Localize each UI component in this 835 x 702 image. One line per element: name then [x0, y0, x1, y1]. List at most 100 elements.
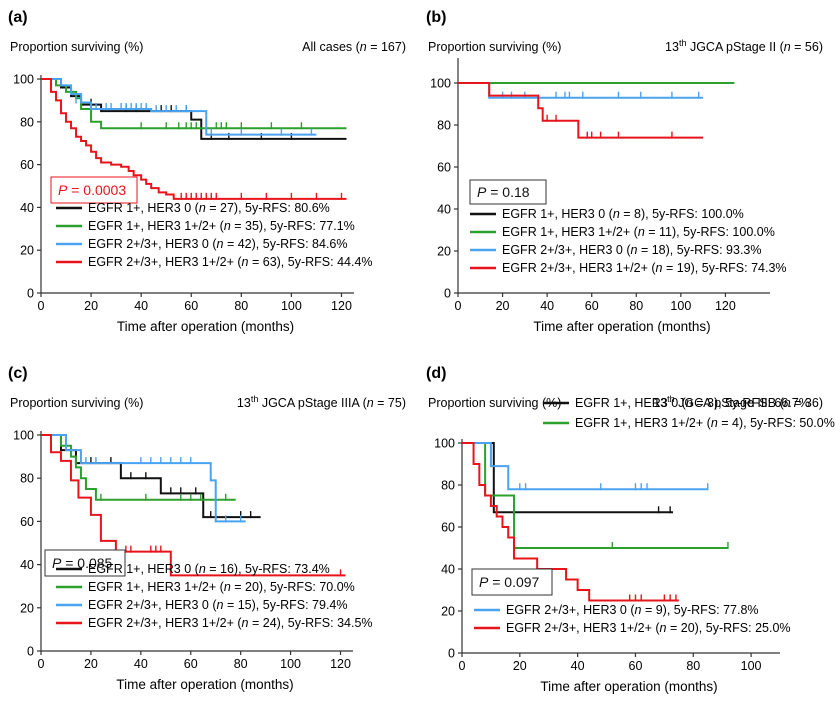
panel-label: (b) [426, 9, 446, 26]
x-tick-label: 100 [281, 299, 302, 313]
x-axis-title: Time after operation (months) [540, 679, 717, 694]
legend-label: EGFR 1+, HER3 0 (n = 8), 5y-RFS: 100.0% [502, 207, 744, 221]
x-tick-label: 20 [84, 657, 98, 671]
legend-label: EGFR 1+, HER3 1+/2+ (n = 20), 5y-RFS: 70… [88, 580, 355, 594]
y-tick-label: 0 [27, 287, 34, 301]
x-axis-title: Time after operation (months) [533, 319, 710, 334]
y-tick-label: 80 [20, 472, 34, 486]
y-tick-label: 100 [13, 73, 34, 87]
panel-c: (c) Proportion surviving (%) 13th JGCA pSt… [0, 356, 418, 702]
km-curve-red [41, 78, 347, 200]
legend-item: EGFR 1+, HER3 1+/2+ (n = 35), 5y-RFS: 77… [56, 219, 355, 233]
km-chart-svg: (b) Proportion surviving (%) 13th JGCA pSt… [426, 9, 823, 334]
y-tick-label: 60 [20, 158, 34, 172]
legend-label: EGFR 1+, HER3 0 (n = 27), 5y-RFS: 80.6% [88, 201, 330, 215]
legend-label: EGFR 1+, HER3 0 (n = 16), 5y-RFS: 73.4% [88, 562, 330, 576]
y-tick-label: 20 [20, 601, 34, 615]
y-tick-label: 0 [444, 287, 451, 301]
x-tick-label: 20 [496, 299, 510, 313]
y-tick-label: 80 [437, 119, 451, 133]
x-tick-label: 60 [629, 659, 643, 673]
p-value-text: P = 0.0003 [58, 182, 126, 198]
y-axis-title: Proportion surviving (%) [428, 40, 561, 54]
x-tick-label: 100 [280, 657, 301, 671]
km-curve-blue [462, 442, 708, 491]
x-tick-label: 80 [234, 299, 248, 313]
y-tick-label: 60 [441, 521, 455, 535]
x-tick-label: 120 [715, 299, 736, 313]
x-tick-label: 40 [540, 299, 554, 313]
legend-item: EGFR 2+/3+, HER3 1+/2+ (n = 63), 5y-RFS:… [56, 255, 373, 269]
x-tick-label: 0 [455, 299, 462, 313]
km-curve-red [458, 82, 704, 139]
x-tick-label: 80 [686, 659, 700, 673]
y-tick-label: 60 [437, 161, 451, 175]
legend-item: EGFR 2+/3+, HER3 1+/2+ (n = 24), 5y-RFS:… [56, 616, 373, 630]
x-tick-label: 120 [330, 657, 351, 671]
legend-item: EGFR 1+, HER3 0 (n = 8), 5y-RFS: 100.0% [470, 207, 744, 221]
km-chart-svg: (d) Proportion surviving (%) 13th JGCA pSt… [426, 365, 835, 694]
legend-label: EGFR 2+/3+, HER3 0 (n = 15), 5y-RFS: 79.… [88, 598, 348, 612]
legend-item: EGFR 2+/3+, HER3 0 (n = 9), 5y-RFS: 77.8… [474, 603, 759, 617]
km-chart-svg: (a) Proportion surviving (%) All cases (n … [8, 9, 406, 334]
legend-label: EGFR 1+, HER3 1+/2+ (n = 35), 5y-RFS: 77… [88, 219, 355, 233]
legend-label: EGFR 2+/3+, HER3 0 (n = 42), 5y-RFS: 84.… [88, 237, 348, 251]
legend-item: EGFR 1+, HER3 1+/2+ (n = 4), 5y-RFS: 50.… [543, 416, 835, 430]
x-tick-label: 60 [585, 299, 599, 313]
y-tick-label: 20 [441, 605, 455, 619]
chart-subtitle: All cases (n = 167) [302, 40, 406, 54]
p-value-text: P = 0.18 [477, 184, 530, 200]
y-axis-title: Proportion surviving (%) [10, 40, 143, 54]
y-tick-label: 20 [20, 244, 34, 258]
x-tick-label: 0 [38, 657, 45, 671]
x-tick-label: 100 [670, 299, 691, 313]
y-tick-label: 40 [20, 201, 34, 215]
p-value-box [471, 568, 553, 596]
km-curve-green [41, 434, 236, 501]
legend-item: EGFR 1+, HER3 0 (n = 16), 5y-RFS: 73.4% [56, 562, 330, 576]
panel-label: (d) [426, 365, 446, 382]
y-tick-label: 100 [434, 437, 455, 451]
chart-subtitle: 13th JGCA pStage II (n = 56) [665, 38, 823, 54]
p-value-text: P = 0.097 [479, 574, 540, 590]
y-tick-label: 80 [20, 115, 34, 129]
legend-item: EGFR 1+, HER3 1+/2+ (n = 20), 5y-RFS: 70… [56, 580, 355, 594]
km-curve-black [462, 442, 674, 514]
x-tick-label: 120 [331, 299, 352, 313]
x-tick-label: 20 [84, 299, 98, 313]
legend-label: EGFR 1+, HER3 1+/2+ (n = 11), 5y-RFS: 10… [502, 225, 775, 239]
y-tick-label: 20 [437, 245, 451, 259]
legend-label: EGFR 1+, HER3 0 (n = 3), 5y-RFS: 66.7% [575, 396, 810, 410]
panel-label: (c) [8, 365, 28, 382]
legend-label: EGFR 2+/3+, HER3 1+/2+ (n = 63), 5y-RFS:… [88, 255, 373, 269]
panel-label: (a) [8, 9, 28, 26]
p-value-text: P = 0.085 [52, 555, 113, 571]
y-tick-label: 80 [441, 479, 455, 493]
km-curve-green [41, 78, 347, 130]
y-tick-label: 60 [20, 515, 34, 529]
x-axis-title: Time after operation (months) [116, 677, 293, 692]
x-tick-label: 0 [459, 659, 466, 673]
legend-label: EGFR 2+/3+, HER3 0 (n = 9), 5y-RFS: 77.8… [506, 603, 759, 617]
legend-item: EGFR 2+/3+, HER3 1+/2+ (n = 20), 5y-RFS:… [474, 621, 791, 635]
y-tick-label: 100 [430, 77, 451, 91]
legend-label: EGFR 2+/3+, HER3 1+/2+ (n = 20), 5y-RFS:… [506, 621, 791, 635]
x-tick-label: 20 [513, 659, 527, 673]
km-curve-red [462, 442, 679, 602]
km-chart-svg: (c) Proportion surviving (%) 13th JGCA pSt… [8, 365, 406, 692]
y-tick-label: 40 [20, 558, 34, 572]
x-tick-label: 100 [741, 659, 762, 673]
x-tick-label: 60 [184, 299, 198, 313]
legend-item: EGFR 1+, HER3 1+/2+ (n = 11), 5y-RFS: 10… [470, 225, 775, 239]
x-tick-label: 80 [234, 657, 248, 671]
x-tick-label: 80 [629, 299, 643, 313]
p-value-box [44, 549, 126, 577]
x-tick-label: 60 [184, 657, 198, 671]
legend-label: EGFR 2+/3+, HER3 1+/2+ (n = 24), 5y-RFS:… [88, 616, 373, 630]
km-curve-black [41, 434, 261, 519]
y-tick-label: 0 [448, 647, 455, 661]
y-axis-title: Proportion surviving (%) [428, 396, 561, 410]
p-value-box [50, 176, 138, 204]
x-axis-title: Time after operation (months) [117, 319, 294, 334]
legend-label: EGFR 2+/3+, HER3 1+/2+ (n = 19), 5y-RFS:… [502, 261, 787, 275]
